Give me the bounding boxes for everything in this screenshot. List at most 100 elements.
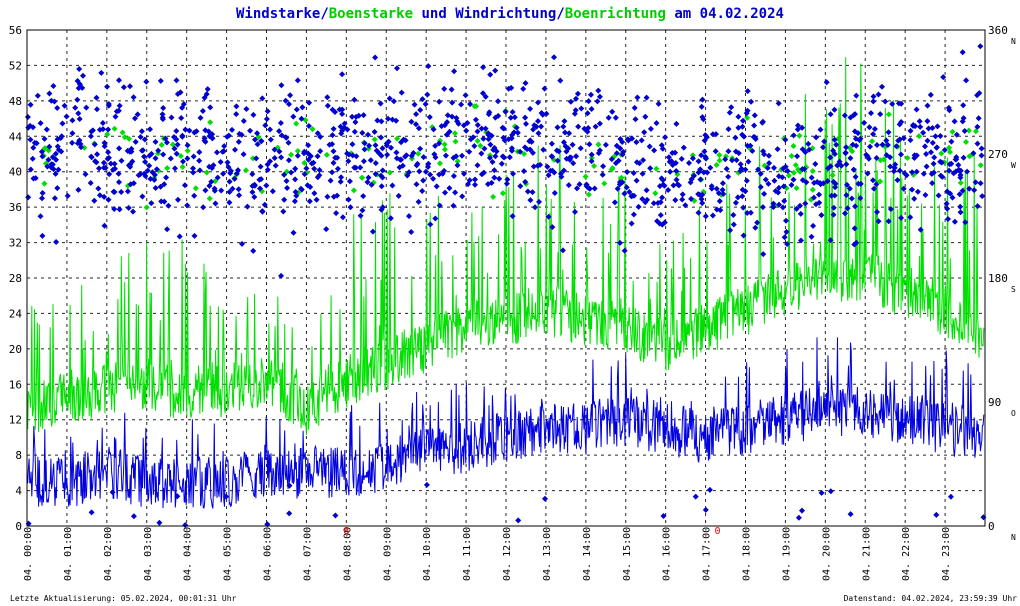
direction-point: [63, 113, 70, 120]
direction-point: [101, 222, 108, 229]
direction-point: [402, 137, 409, 144]
direction-point: [749, 148, 756, 154]
direction-point: [576, 181, 583, 188]
x-tick-label: 04. 04:00: [183, 527, 194, 581]
direction-point: [634, 94, 641, 101]
direction-point: [158, 198, 165, 205]
direction-point: [353, 153, 360, 160]
direction-point: [503, 180, 510, 187]
direction-point: [378, 172, 384, 179]
direction-point: [191, 129, 198, 136]
direction-point: [254, 130, 261, 137]
direction-point: [310, 159, 317, 166]
direction-point: [220, 170, 227, 177]
direction-point: [371, 128, 378, 135]
direction-point: [678, 155, 685, 162]
x-tick-label: 04. 20:00: [821, 527, 832, 581]
direction-point: [406, 213, 412, 220]
direction-point: [776, 201, 782, 208]
direction-point: [542, 495, 548, 502]
direction-point: [808, 233, 815, 240]
direction-point: [570, 160, 577, 167]
direction-point: [378, 206, 385, 213]
direction-point: [82, 171, 89, 178]
wind-series: [26, 337, 985, 509]
x-tick-label: 04. 00:00: [23, 527, 34, 581]
direction-point: [740, 117, 746, 124]
direction-point: [605, 114, 612, 121]
gust-direction-point: [957, 179, 964, 186]
direction-point: [360, 112, 367, 119]
direction-point: [638, 137, 645, 144]
direction-point: [394, 65, 400, 72]
direction-point: [655, 100, 662, 107]
direction-point: [747, 142, 754, 149]
direction-point: [480, 90, 486, 97]
direction-point: [817, 126, 824, 133]
y-tick-label: 4: [15, 485, 22, 498]
direction-point: [794, 126, 801, 133]
direction-point: [459, 193, 466, 200]
direction-point: [545, 172, 552, 179]
direction-point: [841, 112, 848, 119]
direction-point: [419, 96, 426, 103]
direction-point: [974, 203, 981, 210]
direction-point: [977, 180, 984, 187]
direction-point: [491, 144, 498, 151]
direction-point: [596, 147, 603, 154]
x-tick-label: 04. 18:00: [742, 527, 753, 581]
direction-point: [793, 205, 800, 212]
direction-point: [916, 118, 923, 125]
direction-point: [577, 145, 584, 152]
direction-point: [596, 93, 603, 100]
gust-direction-point: [111, 125, 118, 132]
direction-point: [173, 150, 180, 157]
direction-point: [923, 163, 930, 170]
gust-direction-point: [158, 141, 165, 148]
direction-point: [728, 104, 735, 111]
direction-point: [621, 190, 628, 197]
direction-point: [162, 135, 169, 142]
direction-point: [543, 110, 550, 117]
title-part: Boenrichtung: [565, 6, 666, 22]
direction-point: [116, 206, 123, 213]
direction-point: [485, 130, 492, 137]
direction-point: [444, 112, 451, 119]
title-part: am 04.02.2024: [666, 6, 784, 22]
direction-point: [442, 152, 449, 159]
direction-point: [885, 218, 892, 225]
direction-point: [288, 169, 295, 176]
direction-point: [364, 179, 371, 186]
direction-point: [130, 208, 136, 215]
direction-point: [892, 161, 899, 168]
direction-point: [565, 182, 572, 189]
direction-point: [83, 104, 90, 111]
direction-point: [838, 162, 845, 169]
direction-point: [953, 168, 959, 175]
direction-point: [294, 77, 301, 84]
direction-point: [336, 106, 343, 113]
direction-point: [569, 141, 576, 148]
direction-point: [779, 204, 786, 211]
gust-direction-point: [474, 137, 481, 144]
direction-point: [408, 152, 415, 159]
direction-point: [446, 128, 453, 135]
direction-point: [624, 169, 631, 175]
direction-point: [330, 148, 337, 155]
direction-point: [463, 127, 470, 134]
direction-point: [190, 153, 197, 160]
direction-point: [27, 166, 34, 173]
direction-point: [771, 164, 777, 171]
direction-point: [720, 191, 727, 197]
direction-point: [846, 185, 853, 192]
direction-point: [235, 167, 241, 174]
direction-point: [695, 158, 702, 165]
direction-point: [509, 213, 516, 220]
direction-point: [760, 251, 767, 258]
direction-point: [172, 165, 178, 172]
gust-direction-point: [499, 190, 506, 197]
direction-point: [372, 160, 379, 167]
direction-point: [100, 164, 107, 171]
gust-direction-point: [809, 186, 816, 193]
direction-point: [498, 160, 505, 167]
